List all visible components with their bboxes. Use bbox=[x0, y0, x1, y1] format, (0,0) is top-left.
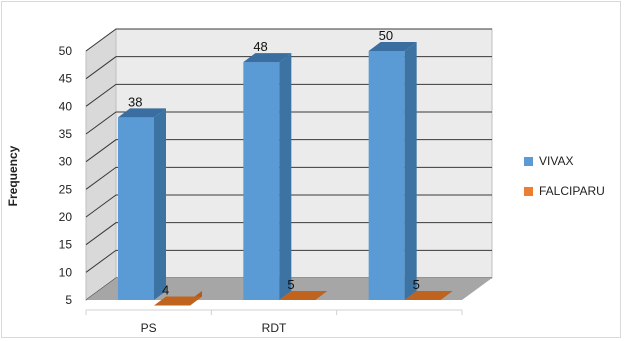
gridline-45 bbox=[85, 56, 492, 80]
data-label-falciparu-1: 4 bbox=[162, 283, 169, 298]
gridline-15 bbox=[85, 222, 492, 246]
y-tick-label-15: 15 bbox=[59, 238, 73, 252]
data-label-vivax-3: 50 bbox=[379, 28, 393, 43]
bar-top-falciparu-3 bbox=[404, 291, 453, 300]
data-label-falciparu-2: 5 bbox=[287, 277, 294, 292]
bar-side-vivax-1 bbox=[154, 108, 166, 301]
data-label-vivax-1: 38 bbox=[128, 94, 142, 109]
y-tick-label-20: 20 bbox=[59, 210, 73, 224]
bar-vivax-1 bbox=[118, 117, 154, 301]
bar-top-falciparu-1 bbox=[154, 296, 202, 306]
gridline-50 bbox=[85, 28, 492, 52]
gridline-30 bbox=[85, 139, 492, 163]
bar-top-vivax-1 bbox=[118, 108, 166, 118]
legend-label-series-1: VIVAX bbox=[539, 154, 574, 168]
y-axis-title: Frequency bbox=[6, 145, 20, 207]
y-tick-label-45: 45 bbox=[59, 72, 73, 86]
y-tick-label-40: 40 bbox=[59, 99, 73, 113]
bar-top-falciparu-2 bbox=[279, 291, 328, 300]
bar-side-vivax-3 bbox=[404, 42, 417, 300]
legend-swatch-series-1 bbox=[524, 156, 533, 166]
data-label-falciparu-3: 5 bbox=[413, 277, 420, 292]
gridline-40 bbox=[85, 83, 492, 107]
bar-top-vivax-3 bbox=[368, 42, 417, 51]
y-tick-label-50: 50 bbox=[59, 44, 73, 58]
bar-side-vivax-2 bbox=[279, 53, 292, 300]
gridline-35 bbox=[85, 111, 492, 135]
legend-swatch-series-2 bbox=[524, 186, 533, 196]
legend: VIVAX FALCIPARU bbox=[524, 152, 605, 212]
x-tick-label-1: PS bbox=[141, 321, 157, 335]
back-wall bbox=[115, 28, 493, 279]
bar-top-vivax-2 bbox=[243, 53, 292, 63]
data-label-vivax-2: 48 bbox=[253, 39, 267, 54]
y-tick-label-30: 30 bbox=[59, 155, 73, 169]
gridline-25 bbox=[85, 166, 492, 190]
legend-item-series-2: FALCIPARU bbox=[524, 182, 605, 200]
legend-label-series-2: FALCIPARU bbox=[539, 184, 605, 198]
y-tick-label-5: 5 bbox=[65, 293, 72, 307]
gridline-10 bbox=[85, 249, 492, 273]
y-tick-label-25: 25 bbox=[59, 182, 73, 196]
bar-vivax-2 bbox=[243, 62, 280, 300]
side-wall bbox=[85, 28, 117, 301]
legend-item-series-1: VIVAX bbox=[524, 152, 605, 170]
y-tick-label-35: 35 bbox=[59, 127, 73, 141]
gridline-20 bbox=[85, 194, 492, 218]
x-tick-label-2: RDT bbox=[262, 321, 287, 335]
y-tick-label-10: 10 bbox=[59, 265, 73, 279]
bar-vivax-3 bbox=[368, 51, 405, 300]
